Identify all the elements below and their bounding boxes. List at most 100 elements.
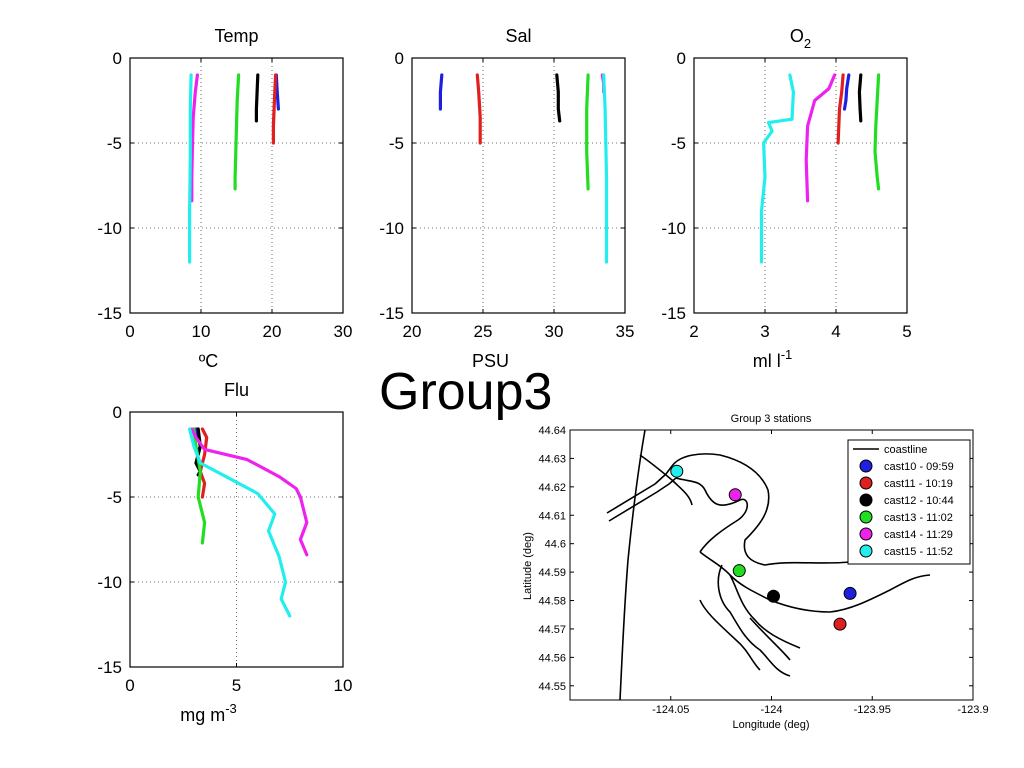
profile-line-cast11 bbox=[836, 73, 845, 145]
y-tick-label: -10 bbox=[97, 573, 122, 592]
legend-marker-cast11 bbox=[859, 476, 873, 490]
map-ylabel: Latitude (deg) bbox=[522, 532, 534, 600]
y-tick-label: -15 bbox=[379, 304, 404, 323]
legend-marker-cast14 bbox=[859, 527, 873, 541]
south-channel bbox=[717, 564, 791, 677]
y-tick-label: -15 bbox=[97, 304, 122, 323]
y-tick-label: 0 bbox=[677, 49, 686, 68]
profile-line-cast14 bbox=[190, 73, 199, 203]
y-tick-label: -15 bbox=[97, 658, 122, 677]
plot-title-text: O bbox=[790, 26, 804, 46]
legend-marker-cast15 bbox=[859, 544, 873, 558]
plot-title: Flu bbox=[224, 380, 249, 400]
map-title: Group 3 stations bbox=[731, 413, 812, 425]
plot-title-text: Temp bbox=[214, 26, 258, 46]
y-tick-label: -10 bbox=[661, 219, 686, 238]
y-tick-label: 0 bbox=[113, 403, 122, 422]
plot-title-subscript: 2 bbox=[804, 36, 811, 51]
profile-line-cast13 bbox=[585, 73, 590, 191]
fluorescence-profile-plot: 0 5 10 0 -5 -10 -15 Flu mg m-3 bbox=[97, 380, 352, 725]
station-map: Group 3 stations Longitude (deg) Latitud… bbox=[522, 413, 989, 731]
map-xlabel: Longitude (deg) bbox=[732, 719, 809, 731]
profile-line-cast14 bbox=[190, 427, 309, 557]
y-tick-label: -10 bbox=[379, 219, 404, 238]
plot-title: Sal bbox=[505, 26, 531, 46]
map-x-tick-label: -124.05 bbox=[652, 704, 689, 716]
x-axis-label: PSU bbox=[472, 351, 509, 371]
legend-label: cast14 - 11:29 bbox=[884, 529, 953, 541]
legend-marker-cast13 bbox=[859, 510, 873, 524]
tidal-flat-1 bbox=[699, 599, 761, 671]
salinity-profile-plot: 20 25 30 35 0 -5 -10 -15 Sal PSU bbox=[379, 26, 634, 371]
profile-line-cast12 bbox=[555, 73, 562, 123]
legend-label: cast11 - 10:19 bbox=[884, 478, 953, 490]
plot-title-text: Flu bbox=[224, 380, 249, 400]
x-tick-label: 10 bbox=[334, 676, 353, 695]
profile-line-cast13 bbox=[192, 427, 207, 545]
x-axis-label-superscript: -1 bbox=[781, 347, 793, 362]
profile-line-cast11 bbox=[271, 73, 278, 145]
y-tick-label: -15 bbox=[661, 304, 686, 323]
x-tick-label: 10 bbox=[192, 322, 211, 341]
x-axis-label-superscript: -3 bbox=[225, 701, 237, 716]
map-y-tick-label: 44.63 bbox=[538, 453, 566, 465]
profile-line-cast11 bbox=[475, 73, 482, 145]
map-y-tick-label: 44.55 bbox=[538, 681, 566, 693]
y-tick-label: -10 bbox=[97, 219, 122, 238]
x-axis-label: ml l-1 bbox=[753, 347, 793, 371]
tidal-flat-2 bbox=[749, 617, 791, 661]
axes-frame bbox=[129, 57, 344, 314]
station-marker-cast14 bbox=[728, 488, 742, 502]
map-y-tick-label: 44.62 bbox=[538, 482, 566, 494]
map-x-ticks: -124.05 -124 -123.95 -123.9 bbox=[652, 430, 989, 716]
station-marker-cast12 bbox=[767, 589, 781, 603]
map-y-tick-label: 44.61 bbox=[538, 510, 566, 522]
legend-label: cast12 - 10:44 bbox=[884, 495, 954, 507]
profile-line-cast10 bbox=[842, 73, 851, 111]
map-y-tick-label: 44.56 bbox=[538, 652, 566, 664]
x-axis-label-text: mg m bbox=[180, 705, 225, 725]
profile-line-cast14 bbox=[804, 73, 837, 203]
map-x-tick-label: -124 bbox=[760, 704, 782, 716]
map-stations bbox=[670, 464, 857, 631]
ocean-coastline bbox=[619, 429, 646, 701]
y-tick-label: 0 bbox=[113, 49, 122, 68]
legend-label: cast10 - 09:59 bbox=[884, 461, 954, 473]
map-y-tick-label: 44.57 bbox=[538, 624, 566, 636]
map-y-tick-label: 44.59 bbox=[538, 567, 566, 579]
x-tick-label: 0 bbox=[125, 322, 134, 341]
x-tick-label: 35 bbox=[616, 322, 635, 341]
station-marker-cast13 bbox=[732, 564, 746, 578]
legend-marker-cast12 bbox=[859, 493, 873, 507]
profile-line-cast10 bbox=[438, 73, 444, 111]
profile-line-cast15 bbox=[188, 73, 193, 264]
x-tick-label: 2 bbox=[689, 322, 698, 341]
station-marker-cast11 bbox=[833, 617, 847, 631]
x-tick-label: 0 bbox=[125, 676, 134, 695]
profile-line-cast13 bbox=[873, 73, 881, 191]
legend-label: coastline bbox=[884, 444, 927, 456]
x-tick-label: 5 bbox=[232, 676, 241, 695]
y-tick-label: 0 bbox=[395, 49, 404, 68]
slide-title: Group3 bbox=[379, 363, 553, 421]
x-axis-label: mg m-3 bbox=[180, 701, 237, 725]
profile-line-cast13 bbox=[233, 73, 241, 191]
plot-title: O2 bbox=[790, 26, 811, 51]
x-tick-label: 20 bbox=[263, 322, 282, 341]
legend-marker-cast10 bbox=[859, 459, 873, 473]
y-tick-label: -5 bbox=[671, 134, 686, 153]
x-axis-label-text: ml l bbox=[753, 351, 781, 371]
south-channel-inner bbox=[729, 574, 801, 649]
x-tick-label: 5 bbox=[902, 322, 911, 341]
map-x-tick-label: -123.9 bbox=[957, 704, 988, 716]
plot-title-text: Sal bbox=[505, 26, 531, 46]
temp-profile-plot: 0 10 20 30 0 -5 -10 -15 Temp ºC bbox=[97, 26, 352, 371]
profile-line-cast15 bbox=[759, 73, 796, 264]
station-marker-cast10 bbox=[843, 586, 857, 600]
x-tick-label: 3 bbox=[760, 322, 769, 341]
profile-line-cast15 bbox=[188, 427, 292, 618]
plot-title: Temp bbox=[214, 26, 258, 46]
x-axis-label-text: PSU bbox=[472, 351, 509, 371]
map-y-ticks: 44.64 44.63 44.62 44.61 44.6 44.59 44.58 44.57 4… bbox=[538, 425, 973, 693]
